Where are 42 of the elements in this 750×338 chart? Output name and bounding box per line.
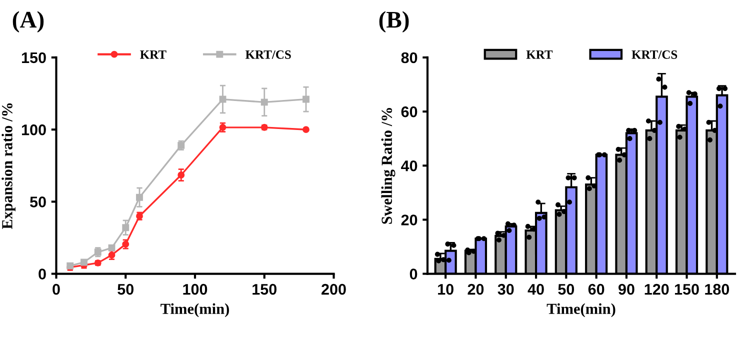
x-tick-label: 90 (618, 284, 634, 295)
point (122, 224, 130, 232)
y-tick-label: 60 (401, 106, 418, 118)
legend-label: KRT (140, 50, 166, 59)
y-tick-label: 40 (401, 160, 418, 172)
x-tick-label: 200 (322, 284, 346, 295)
chart-title: (A) (12, 11, 44, 33)
y-tick-label: 150 (22, 52, 46, 64)
x-axis-title: Time(min) (160, 303, 229, 318)
point (80, 258, 88, 266)
x-tick-label: 10 (438, 284, 454, 295)
x-tick-label: 180 (705, 284, 730, 295)
x-tick-label: 100 (183, 284, 208, 295)
y-tick-label: 50 (30, 196, 46, 208)
point (260, 98, 268, 106)
point (178, 172, 185, 178)
x-tick-label: 60 (588, 284, 604, 295)
point (302, 96, 310, 103)
chart-title: (B) (379, 11, 409, 33)
x-tick-label: 150 (674, 284, 699, 295)
x-tick-label: 20 (468, 284, 484, 295)
y-axis-title: Expansion ratio /% (2, 103, 16, 230)
x-tick-label: 40 (528, 284, 544, 295)
x-axis-title: Time(min) (546, 303, 616, 318)
y-axis-title: Swelling Ratio /% (381, 108, 396, 224)
legend-label: KRT/CS (632, 50, 678, 59)
x-tick-label: 50 (118, 284, 134, 295)
y-tick-label: 0 (38, 268, 46, 280)
y-tick-label: 0 (410, 268, 418, 280)
y-tick-label: 80 (401, 52, 418, 64)
point (302, 126, 310, 134)
legend-label: KRT (526, 50, 553, 59)
legend-label: KRT/CS (245, 50, 291, 59)
point (136, 194, 143, 201)
y-tick-label: 20 (401, 214, 418, 226)
x-tick-label: 30 (498, 284, 514, 295)
x-tick-label: 50 (558, 284, 574, 295)
point (219, 96, 226, 103)
x-tick-label: 120 (644, 284, 669, 295)
x-tick-label: 150 (252, 284, 276, 295)
x-tick-label: 0 (52, 284, 60, 295)
y-tick-label: 100 (22, 124, 46, 136)
